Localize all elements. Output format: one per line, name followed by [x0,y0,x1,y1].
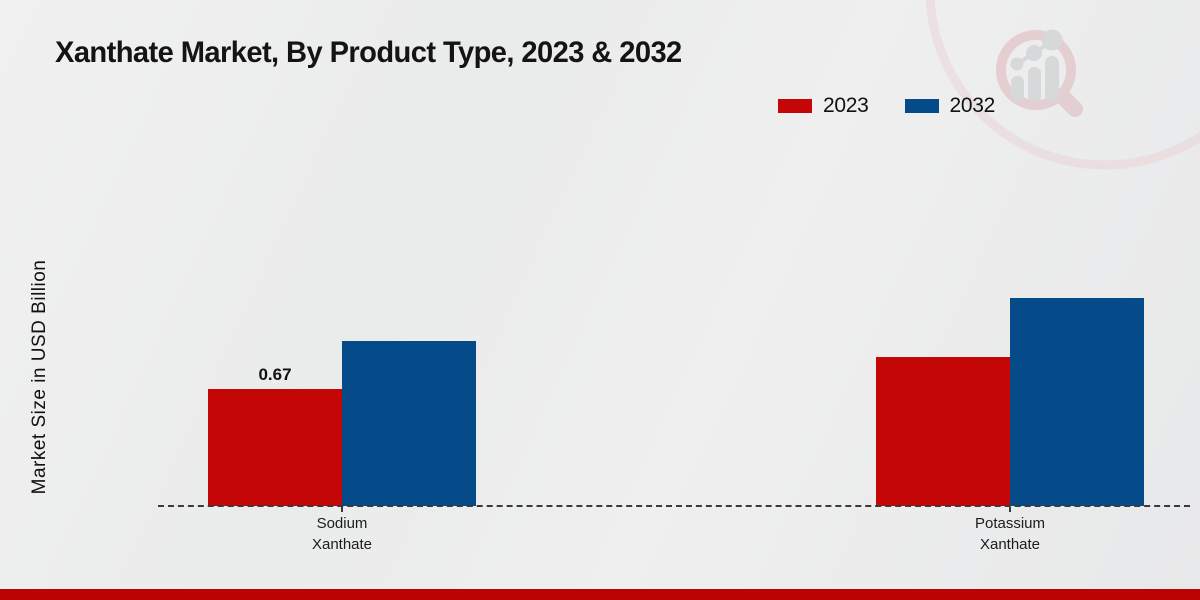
category-label-line: Potassium [974,515,1046,532]
bar-value-label: 0.67 [258,365,292,384]
legend-label-2023: 2023 [823,94,869,117]
x-axis-tick-potassium [1009,507,1011,512]
bar-2032-sodium-xanthate [342,341,476,506]
bar-2023-sodium-xanthate [208,389,342,506]
x-axis-baseline [158,505,1190,507]
legend-swatch-2023 [778,99,812,113]
category-label-sodium-xanthate: Sodium Xanthate [262,513,422,555]
category-label-line: Xanthate [311,536,373,553]
y-axis-title: Market Size in USD Billion [29,259,50,495]
legend-item-2032: 2032 [904,94,996,118]
footer-accent-bar [0,589,1200,600]
bar-2023-potassium-xanthate [876,357,1010,506]
chart-title: Xanthate Market, By Product Type, 2023 &… [55,36,682,69]
category-label-potassium-xanthate: Potassium Xanthate [930,513,1090,555]
x-axis-tick-sodium [341,507,343,512]
legend-item-2023: 2023 [778,94,869,118]
bar-2032-potassium-xanthate [1010,298,1144,506]
legend-label-2032: 2032 [949,94,996,117]
magnifier-bar-chart-logo-icon [996,29,1083,117]
legend: 2023 2032 [778,94,995,118]
legend-swatch-2032 [904,99,939,113]
category-label-line: Sodium [316,515,368,532]
category-label-line: Xanthate [979,536,1041,553]
